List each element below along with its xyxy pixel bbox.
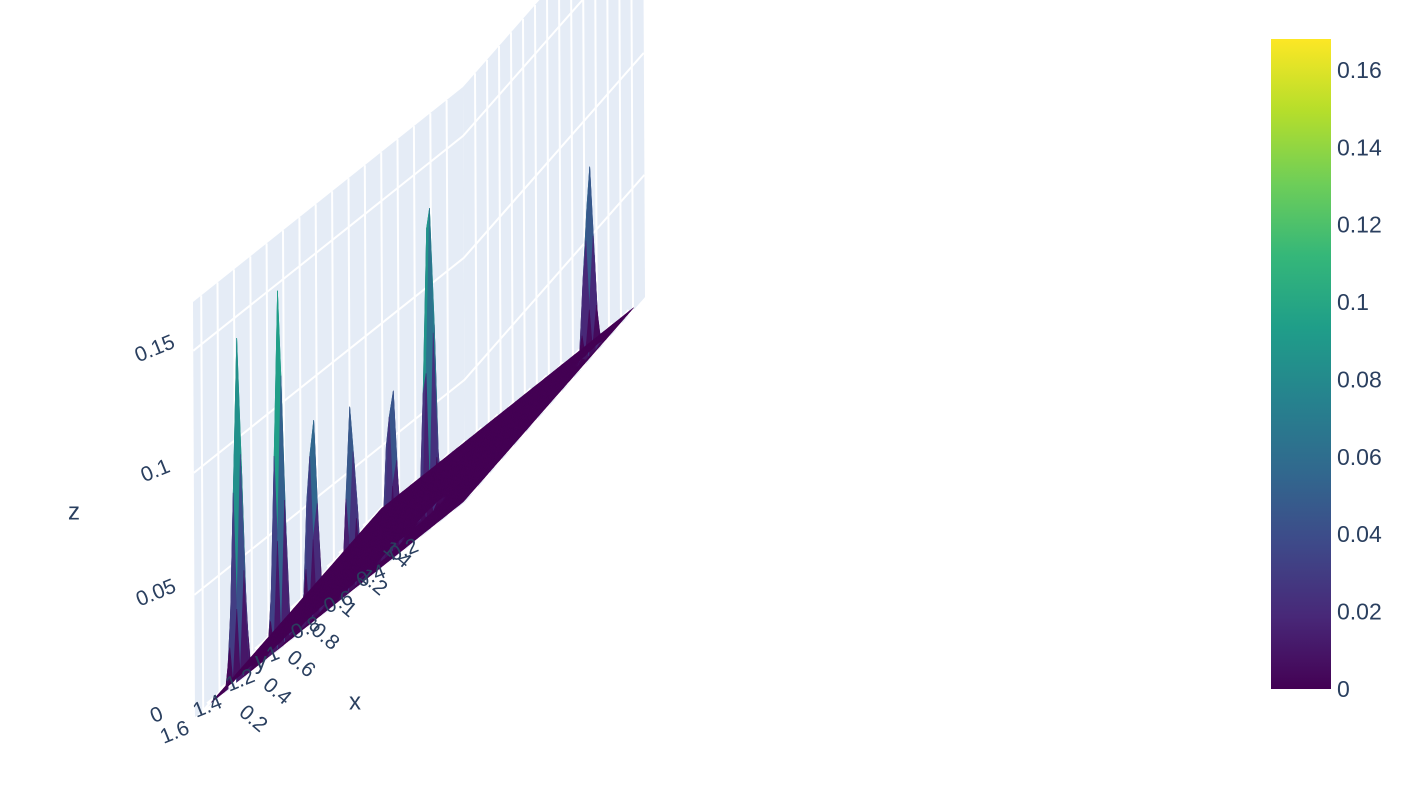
colorbar-gradient <box>1271 39 1331 689</box>
colorbar-tick-label: 0.04 <box>1337 521 1382 547</box>
gridline-y <box>200 295 384 714</box>
colorbar-tick-label: 0.08 <box>1337 366 1382 392</box>
colorbar: 0 0.02 0.04 0.06 0.08 0.1 0.12 0.14 0.16 <box>1271 39 1382 702</box>
gridline-z <box>193 52 645 474</box>
y-axis-title: y <box>255 648 267 675</box>
colorbar-tick-label: 0.16 <box>1337 57 1382 83</box>
gridline-z <box>192 0 584 352</box>
z-tick-label: 0 <box>147 702 166 728</box>
x-tick-label: 0.2 <box>235 700 272 736</box>
x-tick-label: 0.6 <box>283 646 320 682</box>
x-axis-title: x <box>349 689 361 716</box>
colorbar-tick-label: 0 <box>1337 676 1350 702</box>
surface-cell <box>378 504 387 513</box>
surface-mesh <box>211 166 634 703</box>
colorbar-tick-label: 0.14 <box>1337 134 1382 160</box>
colorbar-tick-label: 0.12 <box>1337 212 1382 238</box>
z-tick-label: 0.15 <box>132 330 179 367</box>
wall-back-right <box>463 0 645 502</box>
colorbar-tick-label: 0.02 <box>1337 599 1382 625</box>
colorbar-tick-label: 0.06 <box>1337 444 1382 470</box>
colorbar-tick-label: 0.1 <box>1337 289 1369 315</box>
z-tick-label: 0.1 <box>138 455 174 487</box>
x-tick-label: 0.4 <box>259 673 296 710</box>
z-tick-label: 0.05 <box>133 575 180 612</box>
scene-3d[interactable]: 0.20.40.60.811.21.40.20.40.60.811.21.41.… <box>68 0 646 749</box>
z-axis-title: z <box>68 499 80 526</box>
wall-back-left <box>193 87 465 717</box>
